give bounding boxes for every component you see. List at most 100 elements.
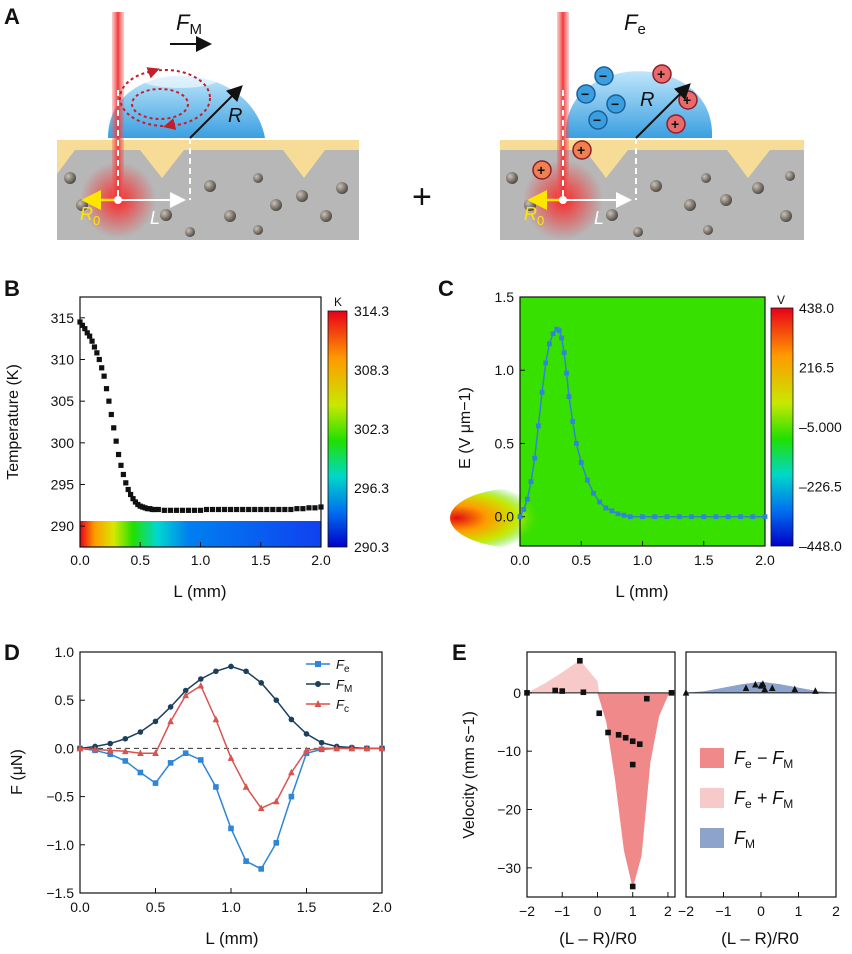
- data-point: [539, 389, 545, 395]
- y-tick-label: −30: [497, 860, 521, 876]
- data-point-Fe: [182, 750, 189, 757]
- data-point: [521, 506, 527, 512]
- panel-d: D 0.0 0.5 1.0 1.5 2.0 −1.5 −1.0 −0.5 0.0 0.5 1.0 F…: [4, 640, 392, 948]
- x-tick-label: 0.0: [510, 552, 530, 568]
- panel-c-label: C: [438, 276, 454, 301]
- y-tick-label: 1.5: [495, 289, 515, 305]
- data-point-Fc: [182, 691, 189, 699]
- series-field: [517, 326, 768, 520]
- data-point-Fc: [303, 746, 310, 754]
- data-point-Fe: [273, 840, 280, 846]
- data-point: [203, 506, 210, 513]
- colorbar-tick-label: 314.3: [354, 303, 389, 319]
- colorbar-tick-label: –448.0: [799, 538, 842, 554]
- legend-label: Fe − FM: [734, 748, 793, 771]
- colorbar-tick-label: –226.5: [799, 479, 842, 495]
- colorbar-tick-label: 296.3: [354, 480, 389, 496]
- data-point: [676, 514, 682, 520]
- x-tick-label: 1.0: [633, 552, 653, 568]
- svg-text:+: +: [671, 116, 679, 132]
- data-point: [103, 386, 110, 392]
- data-point: [556, 328, 562, 334]
- r0-label-left: R0: [80, 204, 100, 228]
- data-point: [179, 507, 186, 513]
- data-point-Fe: [152, 780, 159, 786]
- panel-e-label: E: [452, 640, 467, 665]
- area-fe-minus-fm: [597, 692, 672, 889]
- data-point: [596, 710, 603, 717]
- laser-beam: [112, 12, 124, 202]
- y-axis-label-c: E (V μm−1): [457, 387, 474, 469]
- marangoni-flow-inner: [131, 88, 189, 120]
- y-tick-label: −1.0: [46, 837, 74, 853]
- data-point-FM: [273, 697, 280, 703]
- radius-arrow: [635, 83, 691, 139]
- data-point: [318, 504, 324, 510]
- data-point-Fe: [167, 760, 174, 766]
- data-point: [580, 689, 587, 696]
- data-point-Fe: [122, 758, 129, 764]
- marangoni-flow-outer: [119, 69, 211, 127]
- r0-label-right: R0: [524, 204, 544, 228]
- data-point: [561, 350, 567, 356]
- data-point: [547, 341, 552, 347]
- data-point: [554, 326, 560, 332]
- data-point-FM: [303, 731, 310, 737]
- axes-c: 0.0 0.5 1.0 1.5 2.0 0.0 0.5 1.0 1.5: [495, 289, 775, 568]
- data-point-FM: [213, 668, 219, 675]
- y-tick-label: 0.5: [55, 692, 75, 708]
- data-point: [294, 506, 300, 512]
- x-tick-label: 0.5: [572, 552, 592, 568]
- data-point: [559, 335, 565, 341]
- distance-label-right: L: [594, 208, 604, 228]
- x-tick-label: 1.0: [221, 899, 241, 915]
- y-tick-label: 1.0: [495, 362, 515, 378]
- data-point: [597, 499, 603, 505]
- data-point: [84, 330, 90, 336]
- data-point: [185, 507, 192, 513]
- data-point: [564, 370, 569, 376]
- data-point: [615, 511, 621, 517]
- x-tick-label: −2: [519, 903, 535, 919]
- panel-a: A: [4, 4, 804, 240]
- colorbar-tick-label: 438.0: [799, 300, 834, 316]
- data-point: [94, 350, 100, 356]
- y-axis-label-d: F (μN): [9, 749, 26, 795]
- y-tick-label: 1.0: [55, 644, 75, 660]
- svg-text:−: −: [599, 68, 607, 84]
- data-point: [123, 480, 129, 486]
- data-point: [155, 506, 161, 513]
- x-tick-label: 2.0: [755, 552, 775, 568]
- y-tick-label: 290: [51, 518, 75, 534]
- x-tick-label: 1: [795, 903, 803, 919]
- data-point: [615, 732, 622, 738]
- data-point: [762, 514, 768, 520]
- series-line-Fe: [79, 747, 382, 870]
- data-point: [517, 514, 523, 520]
- data-point-FM: [288, 716, 295, 723]
- data-point: [644, 695, 650, 702]
- svg-text:+: +: [577, 142, 585, 158]
- x-tick-label: 0.5: [131, 552, 151, 568]
- data-point-FM: [107, 740, 113, 747]
- y-tick-label: −0.5: [46, 789, 74, 805]
- data-point: [605, 729, 611, 736]
- points-e: [524, 657, 819, 890]
- data-point-Fc: [242, 783, 250, 790]
- data-point: [636, 741, 643, 747]
- legend-marker: [314, 700, 322, 707]
- data-point-Fe: [107, 751, 113, 757]
- data-point-Fc: [212, 715, 220, 723]
- data-point-Fc: [197, 681, 205, 689]
- data-point: [167, 507, 173, 513]
- data-point-Fe: [198, 757, 204, 763]
- y-axis-label-b: Temperature (K): [5, 364, 22, 480]
- radius-label-right: R: [640, 89, 654, 111]
- y-tick-label: 0: [513, 685, 521, 701]
- y-tick-label: 0.0: [55, 740, 75, 756]
- data-point: [222, 506, 228, 513]
- colorbar-b: [327, 310, 348, 548]
- data-point: [240, 506, 246, 513]
- data-point-FM: [137, 729, 144, 735]
